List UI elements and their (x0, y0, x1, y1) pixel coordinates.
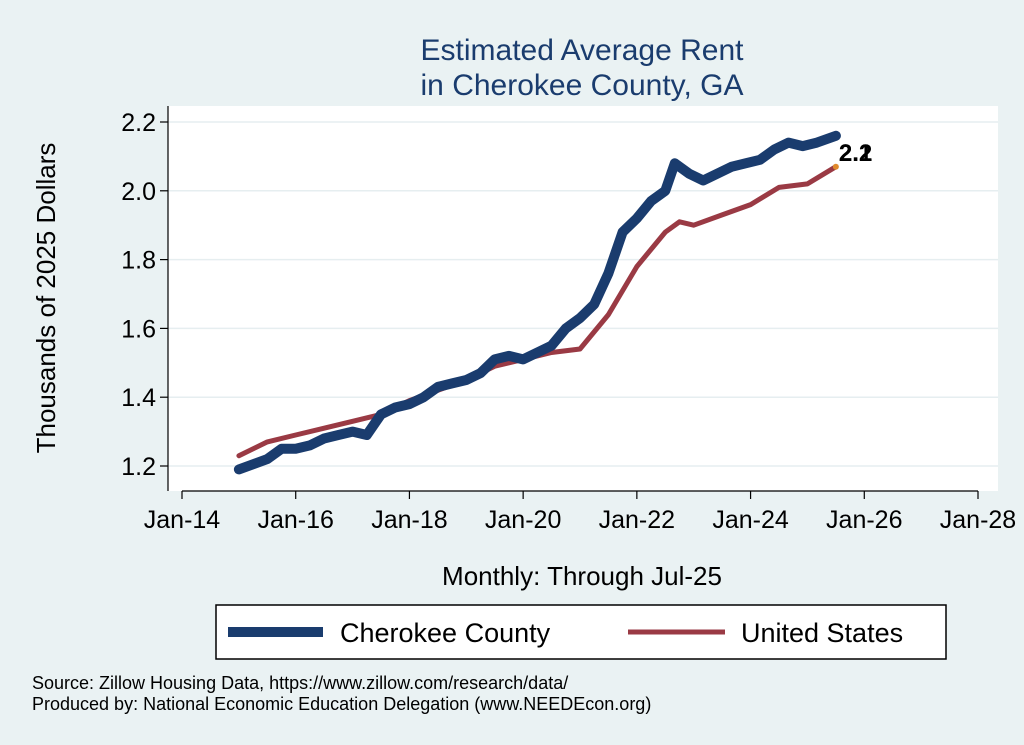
gridlines (168, 121, 998, 467)
y-tick-label: 1.6 (121, 315, 156, 343)
x-tick-label: Jan-28 (940, 506, 1016, 534)
end-value-label: 2.1 (839, 140, 872, 167)
y-tick-label: 1.4 (121, 384, 156, 412)
x-tick-label: Jan-24 (712, 506, 789, 534)
x-tick-label: Jan-22 (599, 506, 675, 534)
legend-label-united-states: United States (741, 618, 903, 648)
x-tick-label: Jan-14 (144, 506, 221, 534)
axes: 1.2 1.4 1.6 1.8 2.0 2.2 Jan-14 Jan-16 Jan-18 Jan-… (121, 106, 1016, 534)
x-tick-label: Jan-20 (485, 506, 561, 534)
x-tick-label: Jan-18 (371, 506, 447, 534)
y-tick-label: 2.0 (121, 178, 156, 206)
y-tick-label: 2.2 (121, 109, 156, 137)
series-lines (233, 130, 841, 475)
legend: Cherokee County United States (215, 604, 947, 660)
series-line-united-states (236, 164, 839, 459)
series-line-cherokee-county (233, 130, 841, 475)
chart-title-line-1: Estimated Average Rent (421, 34, 745, 67)
end-point-marker (832, 163, 839, 170)
end-value-label: 2.2 (839, 140, 872, 167)
plot-area (168, 106, 998, 491)
x-tick-label: Jan-26 (826, 506, 902, 534)
y-axis-title: Thousands of 2025 Dollars (31, 143, 61, 454)
x-axis-title: Monthly: Through Jul-25 (442, 561, 722, 591)
legend-box (215, 604, 947, 660)
end-labels: 2.22.1 (832, 140, 872, 170)
source-note: Source: Zillow Housing Data, https://www… (32, 673, 568, 693)
x-tick-label: Jan-16 (257, 506, 333, 534)
y-tick-label: 1.2 (121, 453, 156, 481)
producer-note: Produced by: National Economic Education… (32, 694, 651, 714)
chart-title-line-2: in Cherokee County, GA (421, 69, 744, 102)
legend-label-cherokee-county: Cherokee County (340, 618, 551, 648)
y-tick-label: 1.8 (121, 247, 156, 275)
